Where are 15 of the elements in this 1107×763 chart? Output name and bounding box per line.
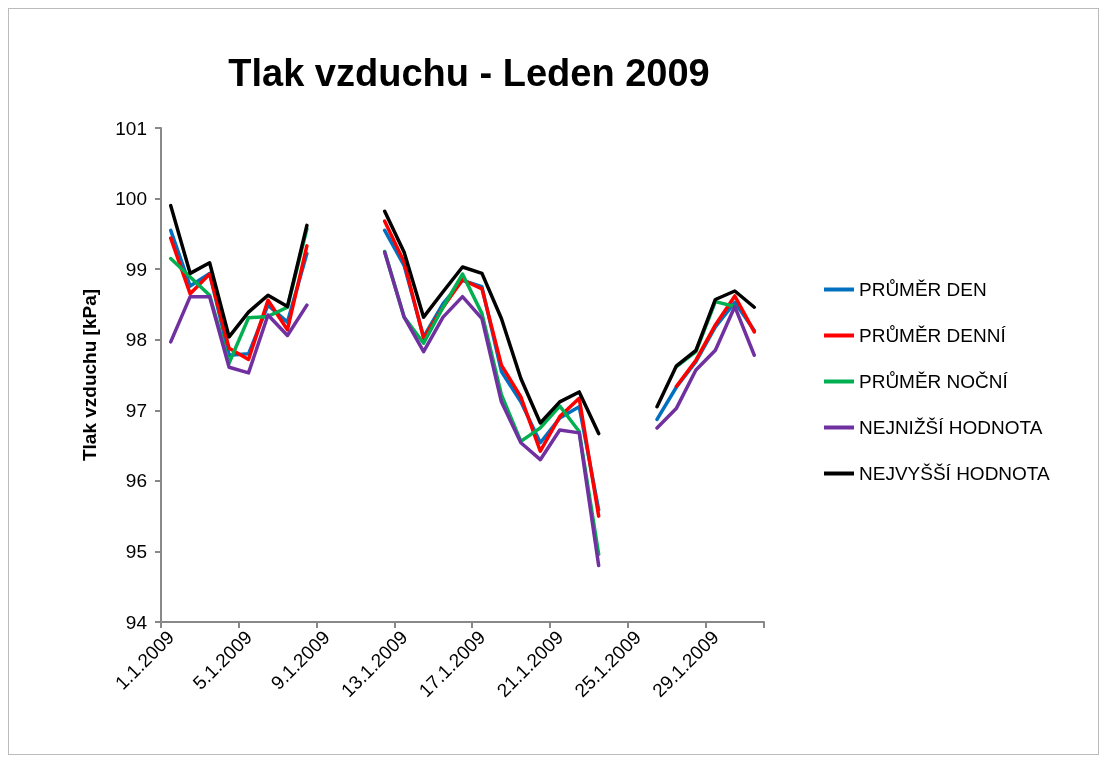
y-tick-label: 98 [125, 329, 147, 351]
y-tick-label: 100 [115, 188, 147, 210]
y-tick-label: 99 [125, 258, 147, 280]
legend-label: PRŮMĚR DEN [859, 279, 987, 300]
y-tick-label: 97 [125, 399, 147, 421]
y-tick-label: 96 [125, 470, 147, 492]
y-tick-label: 94 [125, 611, 148, 633]
legend-label: NEJNIŽŠÍ HODNOTA [859, 417, 1043, 438]
legend-label: PRŮMĚR NOČNÍ [859, 371, 1009, 392]
legend-label: PRŮMĚR DENNÍ [859, 325, 1007, 346]
legend-label: NEJVYŠŠÍ HODNOTA [859, 463, 1051, 484]
y-tick-label: 95 [125, 540, 147, 562]
y-tick-label: 101 [115, 117, 147, 139]
chart-title: Tlak vzduchu - Leden 2009 [228, 52, 710, 94]
y-axis-title: Tlak vzduchu [kPa] [79, 288, 100, 462]
